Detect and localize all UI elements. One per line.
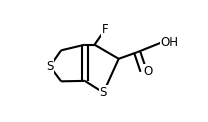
- Text: F: F: [102, 23, 108, 36]
- Text: O: O: [144, 65, 153, 78]
- Text: S: S: [46, 60, 53, 73]
- Text: S: S: [100, 86, 107, 99]
- Text: OH: OH: [161, 36, 179, 49]
